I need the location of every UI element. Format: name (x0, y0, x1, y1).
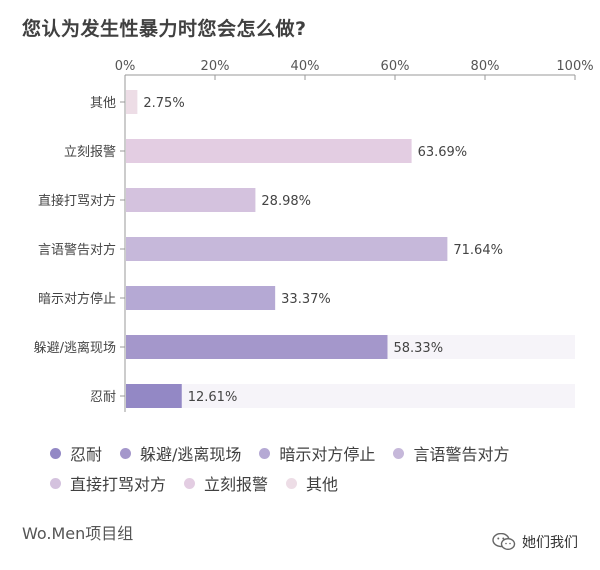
bar (126, 384, 182, 408)
x-tick-label: 20% (201, 59, 230, 74)
legend-label: 直接打骂对方 (70, 475, 167, 494)
legend-swatch (50, 477, 61, 489)
y-tick-label: 其他 (90, 96, 116, 111)
chart-title: 您认为发生性暴力时您会怎么做? (22, 18, 307, 40)
legend-label: 立刻报警 (204, 475, 269, 494)
data-label: 58.33% (393, 341, 443, 356)
data-label: 2.75% (143, 96, 184, 111)
legend-item: 其他 (286, 470, 338, 496)
legend-swatch (120, 447, 132, 459)
legend-label: 暗示对方停止 (279, 445, 376, 464)
data-label: 12.61% (188, 390, 238, 405)
bar (126, 335, 388, 359)
bar (126, 286, 276, 310)
legend-swatch (393, 447, 405, 459)
bar (126, 90, 138, 114)
data-label: 33.37% (281, 292, 331, 307)
legend-item: 躲避/逃离现场 (120, 440, 241, 466)
bar-track (126, 384, 575, 408)
legend-swatch (50, 447, 61, 459)
legend-swatch (259, 447, 271, 459)
account-badge: 她们我们 (492, 532, 578, 552)
bar (126, 188, 256, 212)
legend-label: 言语警告对方 (413, 445, 510, 464)
bar (126, 139, 412, 163)
chart-legend: 忍耐 躲避/逃离现场 暗示对方停止 言语警告对方直接打骂对方 立刻报警 其他 (50, 440, 580, 496)
legend-item: 立刻报警 (184, 470, 268, 496)
legend-item: 忍耐 (50, 440, 102, 466)
x-tick-label: 40% (291, 59, 320, 74)
legend-item: 直接打骂对方 (50, 470, 166, 496)
x-tick-label: 60% (381, 59, 410, 74)
data-label: 63.69% (418, 145, 468, 160)
legend-swatch (286, 477, 298, 489)
y-tick-label: 躲避/逃离现场 (34, 340, 116, 356)
x-tick-label: 100% (556, 59, 593, 74)
source-label: Wo.Men项目组 (22, 524, 134, 543)
bar (126, 237, 448, 261)
account-name: 她们我们 (522, 535, 578, 551)
legend-item: 言语警告对方 (393, 440, 509, 466)
bar-chart: 0% 20% 40% 60% 80% 100% 其他 2.75% 立刻报警 63.69% 直接打骂对… (34, 59, 594, 412)
data-label: 28.98% (261, 194, 311, 209)
y-tick-label: 直接打骂对方 (38, 193, 116, 209)
y-tick-label: 立刻报警 (64, 144, 116, 160)
data-label: 71.64% (453, 243, 503, 258)
legend-label: 躲避/逃离现场 (140, 445, 242, 464)
y-tick-label: 言语警告对方 (38, 242, 116, 258)
legend-item: 暗示对方停止 (259, 440, 375, 466)
y-tick-label: 暗示对方停止 (38, 291, 116, 307)
x-tick-label: 80% (471, 59, 500, 74)
legend-label: 忍耐 (70, 445, 103, 464)
legend-swatch (184, 477, 196, 489)
x-tick-label: 0% (115, 59, 136, 74)
legend-label: 其他 (306, 475, 339, 494)
y-tick-label: 忍耐 (90, 390, 116, 405)
wechat-icon (492, 533, 516, 551)
